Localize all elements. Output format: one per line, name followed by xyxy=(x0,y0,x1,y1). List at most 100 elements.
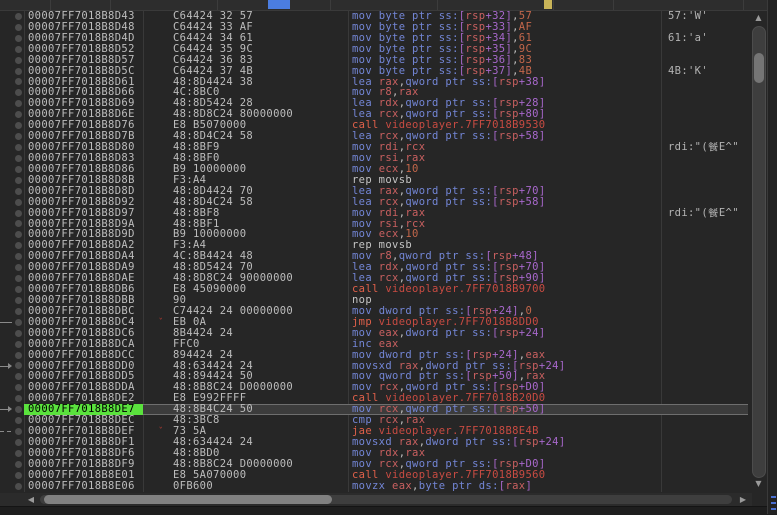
breakpoint-dot[interactable] xyxy=(14,111,22,119)
breakpoint-dot[interactable] xyxy=(14,34,22,42)
horizontal-scroll-thumb[interactable] xyxy=(44,495,332,504)
disasm-row[interactable]: 00007FF7018B8D86 B9 10000000 mov ecx,10 xyxy=(0,163,750,175)
disasm-row[interactable]: 00007FF7018B8D52 C64424 35 9C mov byte p… xyxy=(0,43,750,55)
disasm-row[interactable]: 00007FF7018B8DD5 48:894424 50 mov qword … xyxy=(0,371,750,382)
disasm-row-selected[interactable]: 00007FF7018B8DE7 48:8B4C24 50 mov rcx,qw… xyxy=(0,404,750,416)
breakpoint-dot[interactable] xyxy=(14,242,22,250)
disasm-row[interactable]: 00007FF7018B8D57 C64424 36 83 mov byte p… xyxy=(0,54,750,66)
disasm-row[interactable]: 00007FF7018B8DF9 48:8B8C24 D0000000 mov … xyxy=(0,458,750,470)
disasm-row[interactable]: 00007FF7018B8DEF 73 5A jae videoplayer.7… xyxy=(0,426,750,438)
breakpoint-dot[interactable] xyxy=(14,144,22,152)
disasm-row[interactable]: 00007FF7018B8DBC C74424 24 00000000 mov … xyxy=(0,305,750,317)
breakpoint-dot[interactable] xyxy=(14,176,22,184)
breakpoint-dot[interactable] xyxy=(14,318,22,326)
disasm-row[interactable]: 00007FF7018B8DDA 48:8B8C24 D0000000 mov … xyxy=(0,382,750,393)
disasm-row[interactable]: 00007FF7018B8D8D 48:8D4424 70 lea rax,qw… xyxy=(0,185,750,197)
breakpoint-dot[interactable] xyxy=(14,417,22,425)
vertical-scrollbar[interactable]: ▲ ▼ xyxy=(751,10,766,492)
breakpoint-dot[interactable] xyxy=(14,482,22,490)
breakpoint-dot[interactable] xyxy=(14,438,22,446)
disasm-row[interactable]: 00007FF7018B8DBB 90 nop xyxy=(0,295,750,306)
breakpoint-dot[interactable] xyxy=(14,362,22,370)
disasm-row[interactable]: 00007FF7018B8DC6 8B4424 24 mov eax,dword… xyxy=(0,327,750,339)
breakpoint-dot[interactable] xyxy=(14,351,22,359)
scroll-up-icon[interactable]: ▲ xyxy=(755,13,762,22)
disasm-row[interactable]: 00007FF7018B8D61 48:8D4424 38 lea rax,qw… xyxy=(0,76,750,88)
breakpoint-dot[interactable] xyxy=(14,340,22,348)
scroll-left-icon[interactable]: ◀ xyxy=(27,495,35,504)
disasm-row[interactable]: 00007FF7018B8DEC 48:3BC8 cmp rcx,rax xyxy=(0,415,750,426)
horizontal-scroll-track[interactable] xyxy=(40,495,732,504)
column-separator[interactable] xyxy=(143,10,144,492)
disasm-row[interactable]: 00007FF7018B8DD0 48:634424 24 movsxd rax… xyxy=(0,360,750,372)
disasm-row[interactable]: 00007FF7018B8DCA FFC0 inc eax xyxy=(0,338,750,350)
scroll-down-icon[interactable]: ▼ xyxy=(755,479,762,488)
disasm-row[interactable]: 00007FF7018B8D80 48:8BF9 mov rdi,rcx rdi… xyxy=(0,142,750,153)
disasm-row[interactable]: 00007FF7018B8D69 48:8D5424 28 lea rdx,qw… xyxy=(0,98,750,109)
breakpoint-dot[interactable] xyxy=(14,471,22,479)
breakpoint-dot[interactable] xyxy=(14,264,22,272)
breakpoint-dot[interactable] xyxy=(14,45,22,53)
breakpoint-dot[interactable] xyxy=(14,165,22,173)
disasm-row[interactable]: 00007FF7018B8DC4 EB 0A jmp videoplayer.7… xyxy=(0,316,750,329)
disasm-row[interactable]: 00007FF7018B8DA2 F3:A4 rep movsb xyxy=(0,240,750,251)
disasm-row[interactable]: 00007FF7018B8D8B F3:A4 rep movsb xyxy=(0,174,750,186)
breakpoint-dot[interactable] xyxy=(14,406,22,414)
disasm-row[interactable]: 00007FF7018B8DA4 4C:8B4424 48 mov r8,qwo… xyxy=(0,251,750,262)
breakpoint-dot[interactable] xyxy=(14,220,22,228)
disasm-row[interactable]: 00007FF7018B8DB6 E8 45090000 call videop… xyxy=(0,284,750,295)
disasm-row[interactable]: 00007FF7018B8D5C C64424 37 4B mov byte p… xyxy=(0,65,750,77)
column-separator[interactable] xyxy=(348,10,349,492)
disasm-row[interactable]: 00007FF7018B8D43 C64424 32 57 mov byte p… xyxy=(0,11,750,22)
disasm-row[interactable]: 00007FF7018B8DE2 E8 E992FFFF call videop… xyxy=(0,393,750,404)
disasm-row[interactable]: 00007FF7018B8D4D C64424 34 61 mov byte p… xyxy=(0,32,750,44)
disasm-row[interactable]: 00007FF7018B8DF1 48:634424 24 movsxd rax… xyxy=(0,436,750,448)
breakpoint-dot[interactable] xyxy=(14,187,22,195)
horizontal-scrollbar[interactable]: ◀ ▶ xyxy=(0,493,752,506)
breakpoint-dot[interactable] xyxy=(14,100,22,108)
breakpoint-dot[interactable] xyxy=(14,78,22,86)
breakpoint-dot[interactable] xyxy=(14,133,22,141)
disasm-row[interactable]: 00007FF7018B8D76 E8 B5070000 call videop… xyxy=(0,120,750,131)
disasm-row[interactable]: 00007FF7018B8D97 48:8BF8 mov rdi,rax rdi… xyxy=(0,207,750,219)
vertical-scroll-thumb[interactable] xyxy=(754,53,764,83)
breakpoint-dot[interactable] xyxy=(14,198,22,206)
breakpoint-dot[interactable] xyxy=(14,460,22,468)
breakpoint-dot[interactable] xyxy=(14,329,22,337)
breakpoint-dot[interactable] xyxy=(14,89,22,97)
breakpoint-dot[interactable] xyxy=(14,384,22,392)
breakpoint-dot[interactable] xyxy=(14,373,22,381)
breakpoint-dot[interactable] xyxy=(14,296,22,304)
active-tab-indicator[interactable] xyxy=(268,0,290,9)
breakpoint-dot[interactable] xyxy=(14,286,22,293)
disasm-row[interactable]: 00007FF7018B8D9A 48:8BF1 mov rsi,rcx xyxy=(0,218,750,230)
breakpoint-dot[interactable] xyxy=(14,395,22,403)
disasm-row[interactable]: 00007FF7018B8D6E 48:8D8C24 80000000 lea … xyxy=(0,109,750,120)
breakpoint-dot[interactable] xyxy=(14,449,22,457)
scroll-right-icon[interactable]: ▶ xyxy=(739,495,747,504)
breakpoint-dot[interactable] xyxy=(14,23,22,31)
breakpoint-dot[interactable] xyxy=(14,154,22,162)
disasm-row[interactable]: 00007FF7018B8DCC 894424 24 mov dword ptr… xyxy=(0,349,750,361)
disasm-row[interactable]: 00007FF7018B8E06 0FB600 movzx eax,byte p… xyxy=(0,480,750,492)
disasm-row[interactable]: 00007FF7018B8DA9 48:8D5424 70 lea rdx,qw… xyxy=(0,262,750,273)
vertical-scroll-track[interactable] xyxy=(752,26,766,478)
disasm-row[interactable]: 00007FF7018B8DF6 48:8BD0 mov rdx,rax xyxy=(0,447,750,459)
breakpoint-dot[interactable] xyxy=(14,275,22,283)
disasm-row[interactable]: 00007FF7018B8D48 C64424 33 AF mov byte p… xyxy=(0,21,750,33)
disasm-row[interactable]: 00007FF7018B8D92 48:8D4C24 58 lea rcx,qw… xyxy=(0,196,750,208)
disasm-row[interactable]: 00007FF7018B8D9D B9 10000000 mov ecx,10 xyxy=(0,229,750,240)
breakpoint-dot[interactable] xyxy=(14,231,22,239)
breakpoint-dot[interactable] xyxy=(14,209,22,217)
breakpoint-dot[interactable] xyxy=(14,427,22,435)
breakpoint-dot[interactable] xyxy=(14,307,22,315)
column-separator[interactable] xyxy=(661,10,662,492)
breakpoint-dot[interactable] xyxy=(14,56,22,64)
breakpoint-dot[interactable] xyxy=(14,122,22,130)
disasm-row[interactable]: 00007FF7018B8DAE 48:8D8C24 90000000 lea … xyxy=(0,273,750,284)
breakpoint-dot[interactable] xyxy=(14,67,22,75)
breakpoint-dot[interactable] xyxy=(14,253,22,261)
disasm-row[interactable]: 00007FF7018B8D83 48:8BF0 mov rsi,rax xyxy=(0,153,750,164)
disasm-row[interactable]: 00007FF7018B8D7B 48:8D4C24 58 lea rcx,qw… xyxy=(0,131,750,142)
disasm-row[interactable]: 00007FF7018B8D66 4C:8BC0 mov r8,rax xyxy=(0,87,750,98)
